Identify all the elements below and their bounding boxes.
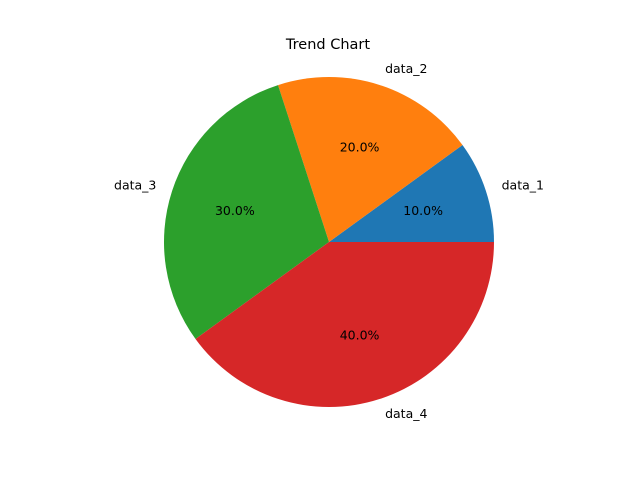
pie-slice-data-2 bbox=[278, 76, 463, 242]
slice-percent-data-1: 10.0% bbox=[403, 203, 443, 218]
slice-percent-data-2: 20.0% bbox=[340, 139, 380, 154]
pie-slice-data-1 bbox=[329, 145, 494, 242]
slice-label-data-3: data_3 bbox=[114, 177, 156, 192]
slice-label-data-2: data_2 bbox=[385, 61, 427, 76]
slice-label-data-4: data_4 bbox=[385, 406, 427, 421]
slice-percent-data-3: 30.0% bbox=[215, 203, 255, 218]
slice-percent-data-4: 40.0% bbox=[340, 328, 380, 343]
pie-slice-data-4 bbox=[195, 242, 494, 407]
slice-label-data-1: data_1 bbox=[502, 177, 544, 192]
chart-title: Trend Chart bbox=[285, 37, 370, 53]
pie-labels: data_1 10.0% data_2 20.0% data_3 30.0% data_4 4… bbox=[114, 61, 544, 421]
pie-slices bbox=[164, 76, 494, 407]
pie-slice-data-3 bbox=[164, 85, 329, 339]
